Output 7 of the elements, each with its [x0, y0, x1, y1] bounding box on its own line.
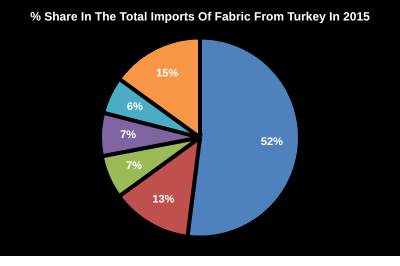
data-label: 7%	[126, 160, 142, 172]
data-label: 52%	[260, 136, 284, 148]
chart-title: % Share In The Total Imports Of Fabric From Turkey In 2015	[30, 10, 370, 24]
data-label: 13%	[152, 193, 175, 206]
data-label: 7%	[120, 129, 136, 142]
data-label: 15%	[156, 67, 179, 80]
data-label: 6%	[126, 100, 144, 113]
